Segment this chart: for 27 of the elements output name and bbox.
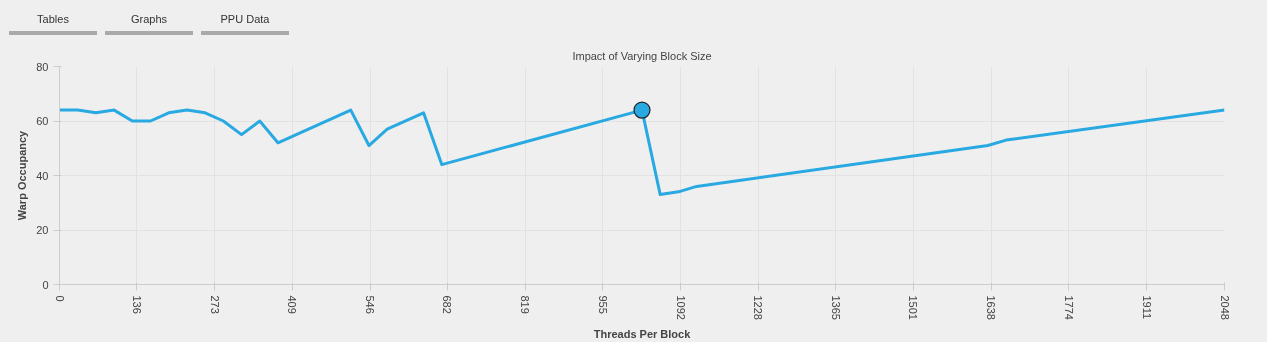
x-tick-label: 136 bbox=[130, 295, 143, 314]
y-tick-label: 80 bbox=[36, 60, 49, 73]
x-tick-label: 546 bbox=[364, 295, 377, 314]
text: Graphs bbox=[105, 12, 193, 35]
x-tick-label: 1774 bbox=[1062, 295, 1075, 320]
text: PPU Data bbox=[201, 12, 289, 35]
x-tick-label: 1228 bbox=[752, 295, 765, 320]
y-tick-label: 20 bbox=[36, 224, 49, 236]
y-axis-title: Warp Occupancy bbox=[16, 129, 29, 221]
x-axis-title: Threads Per Block bbox=[593, 327, 692, 340]
y-tick-label: 40 bbox=[36, 169, 49, 182]
x-tick-label: 0 bbox=[53, 295, 66, 302]
x-tick-label: 1092 bbox=[674, 295, 687, 320]
y-tick-label: 60 bbox=[36, 115, 49, 127]
y-tick-label: 0 bbox=[42, 278, 49, 291]
x-tick-label: 2048 bbox=[1218, 295, 1231, 320]
x-tick-label: 1911 bbox=[1140, 295, 1153, 320]
x-tick-label: 955 bbox=[596, 295, 609, 314]
x-tick-label: 682 bbox=[441, 295, 454, 314]
x-tick-label: 819 bbox=[519, 295, 532, 314]
x-tick-label: 1365 bbox=[829, 295, 842, 320]
chart-title: Impact of Varying Block Size bbox=[572, 49, 712, 62]
x-tick-label: 273 bbox=[208, 295, 221, 314]
text: Tables bbox=[9, 12, 97, 35]
x-tick-label: 1638 bbox=[985, 295, 998, 320]
x-tick-label: 409 bbox=[286, 295, 299, 314]
x-tick-label: 1501 bbox=[907, 295, 920, 320]
